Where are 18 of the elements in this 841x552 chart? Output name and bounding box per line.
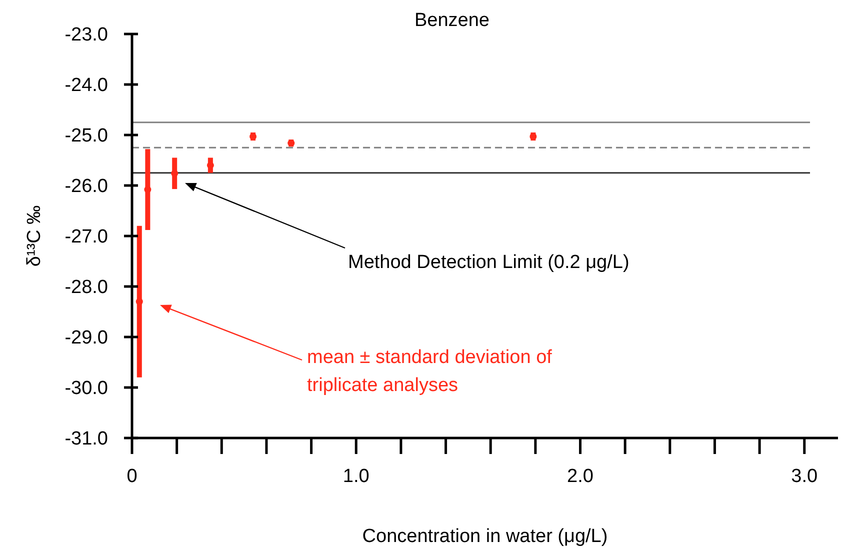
annotation: Method Detection Limit (0.2 μg/L) xyxy=(348,252,630,273)
x-tick-label: 2.0 xyxy=(567,466,594,487)
x-tick-label: 3.0 xyxy=(791,466,818,487)
y-tick-label: -23.0 xyxy=(64,24,108,46)
x-tick-label: 1.0 xyxy=(342,466,370,487)
y-tick-label: -26.0 xyxy=(64,176,108,198)
y-tick-label: -31.0 xyxy=(64,428,108,450)
x-axis-title: Concentration in water (μg/L) xyxy=(362,526,608,547)
y-tick-label: -30.0 xyxy=(64,378,108,400)
y-tick-label: -28.0 xyxy=(64,277,108,298)
chart-title: Benzene xyxy=(414,10,490,31)
annotation: mean ± standard deviation of triplicate analyses xyxy=(307,347,553,396)
y-tick-label: -29.0 xyxy=(64,328,108,349)
y-axis-title: δ¹³C ‰ xyxy=(24,205,45,267)
x-tick-label: 0 xyxy=(126,466,138,487)
y-tick-label: -25.0 xyxy=(64,126,108,147)
y-tick-label: -27.0 xyxy=(64,226,108,248)
y-tick-label: -24.0 xyxy=(64,75,108,96)
